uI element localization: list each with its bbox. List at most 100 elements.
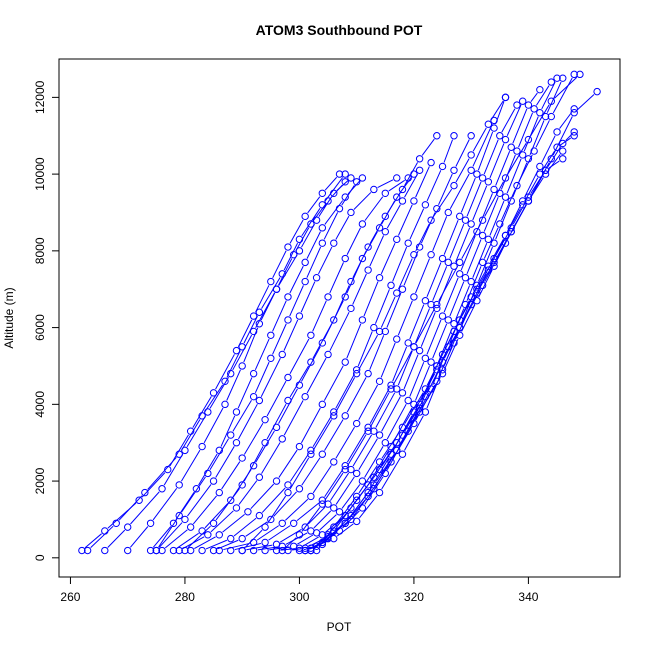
series-segment — [187, 525, 211, 548]
data-point — [576, 70, 584, 79]
series-segment — [507, 208, 522, 233]
data-point — [570, 70, 578, 79]
data-point — [290, 519, 298, 527]
data-layer — [78, 70, 601, 555]
data-point — [433, 366, 441, 374]
series-segment — [215, 446, 235, 478]
data-point — [427, 158, 435, 167]
series-segment — [546, 81, 562, 113]
data-point — [307, 220, 315, 228]
data-point — [536, 109, 544, 117]
data-point — [404, 339, 412, 347]
data-point — [398, 197, 407, 205]
series-segment — [254, 338, 270, 371]
series-segment — [318, 530, 332, 548]
data-point — [438, 254, 447, 263]
data-point — [364, 266, 372, 274]
data-point — [364, 369, 372, 378]
data-point — [427, 358, 435, 366]
series-segment — [180, 449, 201, 482]
data-point — [501, 174, 510, 182]
data-point — [478, 231, 487, 240]
data-point — [387, 381, 395, 389]
data-point — [284, 373, 292, 382]
series-segment — [289, 338, 310, 375]
data-point — [227, 431, 235, 439]
data-point — [461, 216, 470, 224]
data-point — [255, 396, 264, 405]
series-segment — [386, 292, 402, 328]
series-segment — [141, 472, 166, 498]
data-point — [152, 546, 161, 555]
series-segment — [347, 495, 367, 521]
data-point — [318, 540, 327, 549]
data-point — [444, 258, 452, 267]
series-segment — [346, 377, 367, 413]
data-point — [221, 377, 229, 386]
data-point — [438, 312, 447, 320]
series-segment — [164, 529, 188, 549]
data-point — [490, 185, 498, 194]
data-point — [524, 101, 533, 109]
series-segment — [232, 400, 252, 432]
data-point — [272, 285, 281, 293]
series-segment — [243, 327, 259, 363]
series-segment — [477, 131, 494, 171]
series-segment — [266, 495, 287, 524]
series-segment — [306, 231, 321, 259]
series-segment — [285, 537, 297, 549]
data-point — [146, 546, 155, 555]
data-point — [318, 450, 327, 458]
series-segment — [466, 181, 482, 217]
series-segment — [243, 423, 264, 455]
series-segment — [295, 227, 310, 252]
data-point — [341, 462, 349, 470]
data-point — [484, 235, 493, 244]
data-point — [393, 193, 401, 201]
series-segment — [192, 495, 217, 525]
data-point — [295, 235, 304, 244]
data-point — [330, 316, 338, 324]
data-point — [112, 519, 120, 527]
x-axis: 260 280 300 320 340 — [60, 576, 539, 604]
series-segment — [380, 296, 396, 328]
series-segment — [415, 308, 436, 344]
series-segment — [524, 169, 539, 198]
data-point — [284, 488, 292, 497]
series-segment — [404, 392, 424, 425]
series-segment — [530, 177, 544, 198]
data-point — [307, 492, 315, 501]
series-segment — [187, 484, 212, 517]
data-point — [347, 304, 355, 313]
series-segment — [278, 254, 298, 286]
series-segment — [158, 518, 178, 548]
data-point — [478, 174, 487, 182]
series-segment — [118, 495, 143, 521]
series-segment — [380, 242, 396, 275]
series-segment — [318, 246, 333, 275]
data-point — [524, 135, 533, 144]
series-segment — [272, 323, 287, 355]
series-30 — [301, 87, 601, 555]
series-segment — [186, 415, 207, 448]
series-segment — [312, 300, 327, 332]
data-point — [433, 300, 441, 309]
series-segment — [398, 415, 418, 448]
series-7 — [169, 170, 418, 555]
series-segment — [489, 200, 505, 236]
y-tick-label: 12000 — [33, 80, 47, 114]
y-tick-label: 2000 — [33, 467, 47, 494]
series-segment — [375, 392, 396, 428]
data-point — [547, 78, 556, 86]
series-segment — [363, 281, 379, 317]
series-segment — [84, 533, 102, 549]
data-point — [146, 519, 155, 527]
data-point — [341, 358, 349, 366]
series-segment — [404, 162, 419, 187]
data-point — [461, 274, 470, 282]
data-point — [301, 523, 309, 531]
data-point — [547, 112, 556, 121]
series-segment — [209, 376, 230, 409]
series-segment — [426, 170, 442, 202]
data-point — [255, 308, 264, 316]
